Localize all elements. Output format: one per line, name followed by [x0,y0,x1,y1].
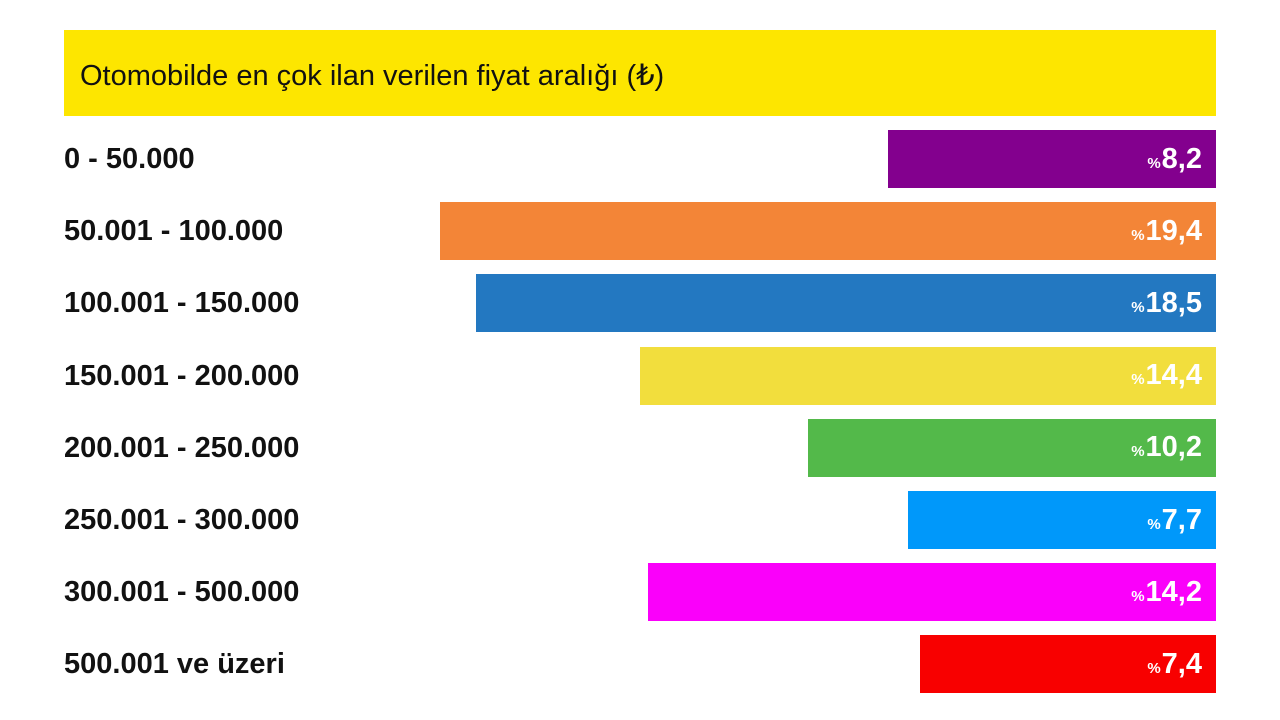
category-label: 50.001 - 100.000 [64,215,284,248]
bar: % 7,4 [920,635,1216,694]
data-label: 14,4 [1145,359,1202,392]
bar: % 19,4 [440,202,1216,261]
percent-sign: % [1147,515,1161,533]
data-label: 10,2 [1145,431,1202,464]
bar: % 18,5 [476,274,1216,333]
title-bar: Otomobilde en çok ilan verilen fiyat ara… [64,30,1216,116]
data-label: 18,5 [1145,286,1202,319]
data-label: 14,2 [1145,575,1202,608]
category-label: 0 - 50.000 [64,143,195,175]
category-label: 300.001 - 500.000 [64,576,300,609]
data-label: 8,2 [1161,142,1202,175]
percent-sign: % [1131,371,1145,389]
category-label: 250.001 - 300.000 [64,504,300,536]
category-label: 500.001 ve üzeri [64,648,285,681]
bar: % 10,2 [808,418,1216,477]
bar: % 14,4 [640,346,1216,405]
bar: % 14,2 [648,563,1216,622]
bar: % 7,7 [908,491,1216,549]
percent-sign: % [1131,226,1145,244]
data-label: 19,4 [1145,214,1202,247]
percent-sign: % [1147,154,1161,172]
chart-title: Otomobilde en çok ilan verilen fiyat ara… [80,59,665,92]
data-label: 7,4 [1161,647,1202,680]
percent-sign: % [1131,587,1145,605]
bar: % 8,2 [888,130,1216,188]
category-label: 100.001 - 150.000 [64,287,300,320]
percent-sign: % [1131,443,1145,461]
data-label: 7,7 [1161,503,1202,536]
percent-sign: % [1147,659,1161,677]
category-label: 150.001 - 200.000 [64,359,300,392]
category-label: 200.001 - 250.000 [64,431,300,464]
percent-sign: % [1131,298,1145,316]
